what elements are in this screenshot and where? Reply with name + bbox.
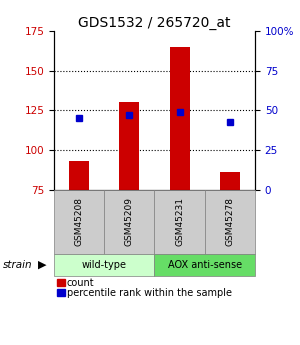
- Text: GSM45209: GSM45209: [125, 197, 134, 246]
- Bar: [69, 161, 89, 190]
- Title: GDS1532 / 265720_at: GDS1532 / 265720_at: [78, 16, 231, 30]
- Text: percentile rank within the sample: percentile rank within the sample: [67, 288, 232, 297]
- Text: count: count: [67, 278, 94, 288]
- Text: GSM45278: GSM45278: [225, 197, 234, 246]
- Text: strain: strain: [3, 260, 33, 270]
- Text: GSM45208: GSM45208: [75, 197, 84, 246]
- Bar: [220, 172, 240, 190]
- Text: GSM45231: GSM45231: [175, 197, 184, 246]
- Bar: [169, 47, 190, 190]
- Text: AOX anti-sense: AOX anti-sense: [168, 260, 242, 270]
- Text: wild-type: wild-type: [82, 260, 127, 270]
- Text: ▶: ▶: [38, 260, 46, 270]
- Bar: [119, 102, 140, 190]
